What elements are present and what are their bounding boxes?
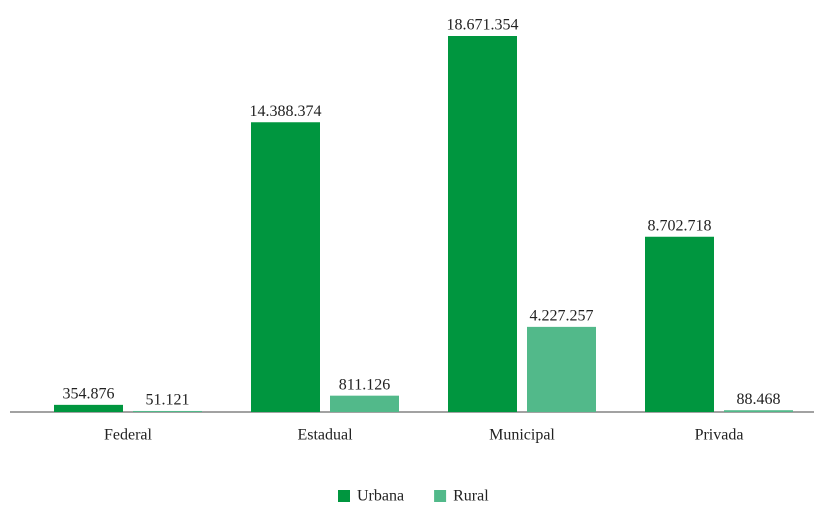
value-label: 8.702.718	[648, 217, 712, 234]
bar	[645, 236, 714, 412]
value-label: 88.468	[737, 391, 781, 408]
legend-swatch	[338, 490, 350, 502]
bar	[54, 404, 123, 412]
x-tick-label: Estadual	[297, 427, 353, 444]
value-label: 18.671.354	[447, 17, 519, 34]
bar	[251, 122, 320, 413]
x-tick-label: Privada	[695, 427, 744, 444]
x-tick-label: Municipal	[489, 427, 555, 444]
legend-label: Rural	[453, 488, 489, 505]
value-label: 14.388.374	[250, 103, 322, 120]
legend-label: Urbana	[357, 488, 404, 505]
x-tick-label: Federal	[104, 427, 153, 444]
bar	[527, 326, 596, 412]
bar	[448, 36, 517, 412]
value-label: 811.126	[339, 376, 390, 393]
bar	[330, 395, 399, 412]
value-label: 51.121	[146, 392, 190, 409]
bar	[724, 410, 793, 412]
legend-swatch	[434, 490, 447, 502]
bar	[133, 410, 202, 412]
value-label: 4.227.257	[530, 308, 594, 325]
value-label: 354.876	[63, 386, 115, 403]
